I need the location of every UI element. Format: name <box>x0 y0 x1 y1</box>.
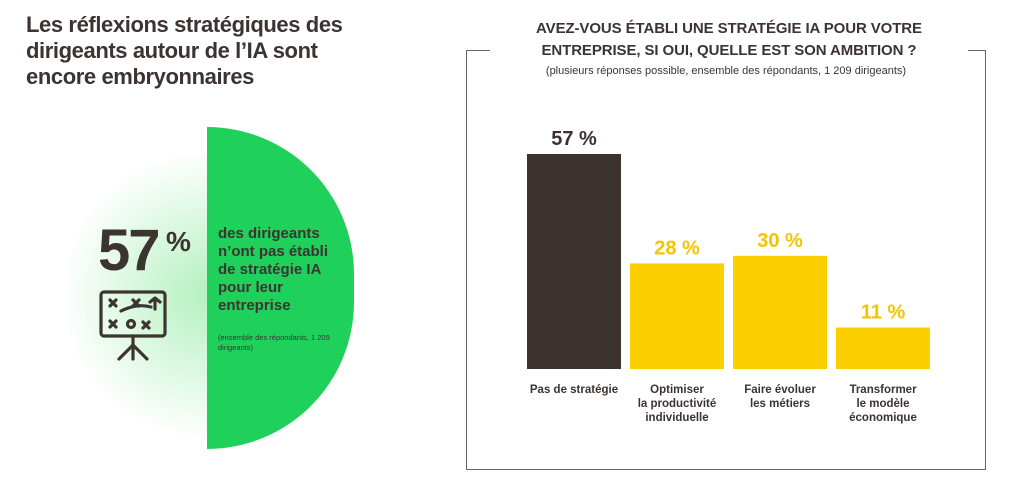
bar-4 <box>836 327 930 369</box>
chart-frame <box>466 50 986 470</box>
chart-frame-top-left <box>466 50 490 51</box>
stat-value: 57 <box>98 218 160 283</box>
strategy-board-icon <box>99 290 167 361</box>
stat-description: des dirigeants n’ont pas établi de strat… <box>218 225 329 314</box>
chart-subtitle: (plusieurs réponses possible, ensemble d… <box>545 65 907 77</box>
bar-value-label: 57 % <box>551 128 597 150</box>
bar-value-label: 30 % <box>757 230 803 252</box>
stat-percent-symbol: % <box>166 226 191 257</box>
category-label: Optimiser la productivité individuelle <box>638 384 717 424</box>
category-label: Transformer le modèle économique <box>849 384 917 424</box>
stat-note: (ensemble des répondants, 1 209 dirigean… <box>218 333 330 352</box>
bar-value-label: 11 % <box>861 302 906 324</box>
chart-title: AVEZ-VOUS ÉTABLI UNE STRATÉGIE IA POUR V… <box>490 18 968 62</box>
bar-value-label: 28 % <box>654 237 700 259</box>
category-label: Pas de stratégie <box>530 384 618 396</box>
bar-2 <box>630 263 724 369</box>
bar-chart: 57 % Pas de stratégie 28 % Optimiser la prod… <box>527 128 930 424</box>
headline: Les réflexions stratégiques des dirigean… <box>26 12 343 89</box>
bar-3 <box>733 255 827 369</box>
chart-frame-top-right <box>968 50 986 51</box>
category-label: Faire évoluer les métiers <box>744 384 816 410</box>
bar-1 <box>527 154 621 369</box>
